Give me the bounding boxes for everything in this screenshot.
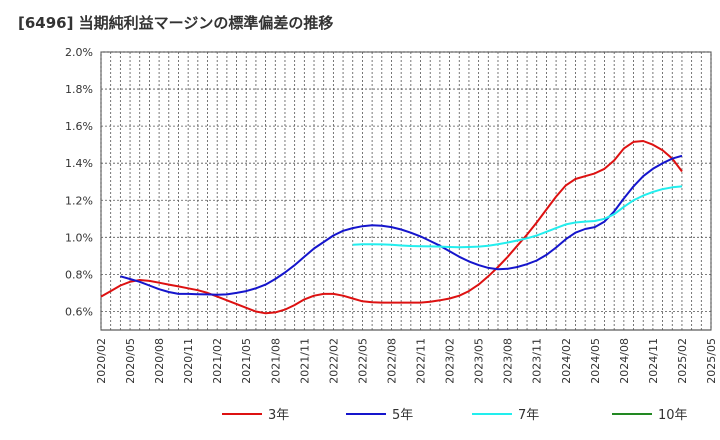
x-tick-label: 2020/11 [182,338,195,384]
legend-label: 3年 [268,408,289,423]
grid-layer [100,51,712,331]
x-tick-label: 2021/05 [240,338,253,384]
x-tick-label: 2023/02 [444,338,457,384]
legend-label: 10年 [658,408,688,423]
legend-label: 7年 [518,408,539,423]
legend-label: 5年 [392,408,413,423]
legend: 3年 5年 7年 10年 [222,408,688,423]
x-tick-label: 2022/02 [327,338,340,384]
x-tick-label: 2022/05 [356,338,369,384]
series-line [100,140,683,315]
x-tick-label: 2025/02 [676,338,689,384]
y-tick-label: 1.8% [65,83,93,96]
x-tick-label: 2023/11 [531,338,544,384]
x-tick-label: 2021/08 [269,338,282,384]
x-tick-label: 2024/08 [618,338,631,384]
x-tick-label: 2023/05 [473,338,486,384]
x-tick-label: 2021/11 [298,338,311,384]
y-tick-label: 2.0% [65,46,93,59]
series-line [120,154,683,296]
y-tick-label: 1.4% [65,157,93,170]
x-tick-label: 2024/02 [560,338,573,384]
y-tick-label: 1.6% [65,120,93,133]
chart-title: [6496] 当期純利益マージンの標準偏差の推移 [18,14,334,32]
x-tick-label: 2020/02 [95,338,108,384]
y-tick-label: 1.0% [65,231,93,244]
axis-layer: 0.6% 0.8% 1.0% 1.2% 1.4% 1.6% 1.8% 2.0% 2020/02 2… [65,46,718,384]
x-tick-label: 2024/05 [589,338,602,384]
x-tick-label: 2022/11 [415,338,428,384]
x-tick-label: 2021/02 [211,338,224,384]
series-layer [100,140,683,315]
y-tick-label: 0.8% [65,268,93,281]
x-tick-label: 2022/08 [385,338,398,384]
y-tick-label: 1.2% [65,194,93,207]
y-tick-label: 0.6% [65,305,93,318]
x-tick-label: 2023/08 [502,338,515,384]
x-tick-label: 2020/08 [153,338,166,384]
x-tick-label: 2020/05 [124,338,137,384]
x-tick-label: 2024/11 [647,338,660,384]
series-line [352,185,683,249]
x-tick-label: 2025/05 [705,338,718,384]
